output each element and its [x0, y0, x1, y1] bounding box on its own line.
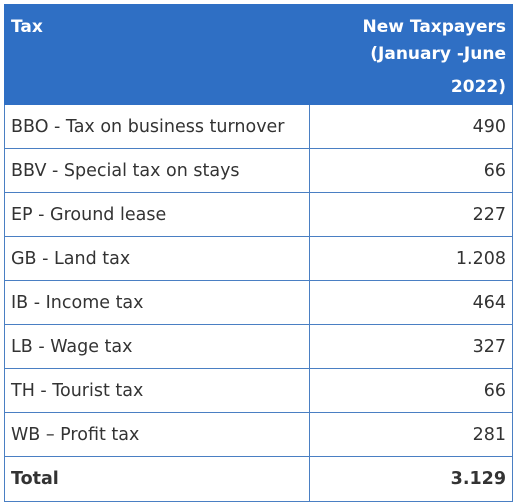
header-tax: Tax [4, 4, 310, 105]
header-new-taxpayers-title: New Taxpayers [362, 17, 506, 37]
taxpayer-count: 66 [309, 148, 513, 193]
tax-name: EP - Ground lease [4, 192, 310, 237]
taxpayer-count: 490 [309, 104, 513, 149]
total-row: Total 3.129 [4, 456, 513, 502]
table-header: Tax New Taxpayers (January -June 2022) [4, 4, 513, 105]
tax-name: TH - Tourist tax [4, 368, 310, 413]
tax-name: WB – Profit tax [4, 412, 310, 457]
taxpayer-count: 464 [309, 280, 513, 325]
tax-name: GB - Land tax [4, 236, 310, 281]
table-body: BBO - Tax on business turnover 490 BBV -… [4, 104, 513, 457]
total-label: Total [4, 456, 310, 502]
table-row: IB - Income tax 464 [4, 280, 513, 325]
tax-name: LB - Wage tax [4, 324, 310, 369]
table-row: BBO - Tax on business turnover 490 [4, 104, 513, 149]
table-footer: Total 3.129 [4, 456, 513, 502]
table-row: EP - Ground lease 227 [4, 192, 513, 237]
new-taxpayers-table: Tax New Taxpayers (January -June 2022) B… [4, 4, 513, 502]
table-row: LB - Wage tax 327 [4, 324, 513, 369]
tax-name: BBO - Tax on business turnover [4, 104, 310, 149]
tax-name: BBV - Special tax on stays [4, 148, 310, 193]
header-period: (January -June 2022) [370, 44, 506, 97]
taxpayer-count: 66 [309, 368, 513, 413]
table-row: GB - Land tax 1.208 [4, 236, 513, 281]
tax-name: IB - Income tax [4, 280, 310, 325]
total-value: 3.129 [309, 456, 513, 502]
header-row: Tax New Taxpayers (January -June 2022) [4, 4, 513, 105]
taxpayer-count: 281 [309, 412, 513, 457]
taxpayer-count: 327 [309, 324, 513, 369]
header-new-taxpayers: New Taxpayers (January -June 2022) [309, 4, 513, 105]
table-row: WB – Profit tax 281 [4, 412, 513, 457]
table-row: BBV - Special tax on stays 66 [4, 148, 513, 193]
taxpayer-count: 227 [309, 192, 513, 237]
table-row: TH - Tourist tax 66 [4, 368, 513, 413]
taxpayer-count: 1.208 [309, 236, 513, 281]
